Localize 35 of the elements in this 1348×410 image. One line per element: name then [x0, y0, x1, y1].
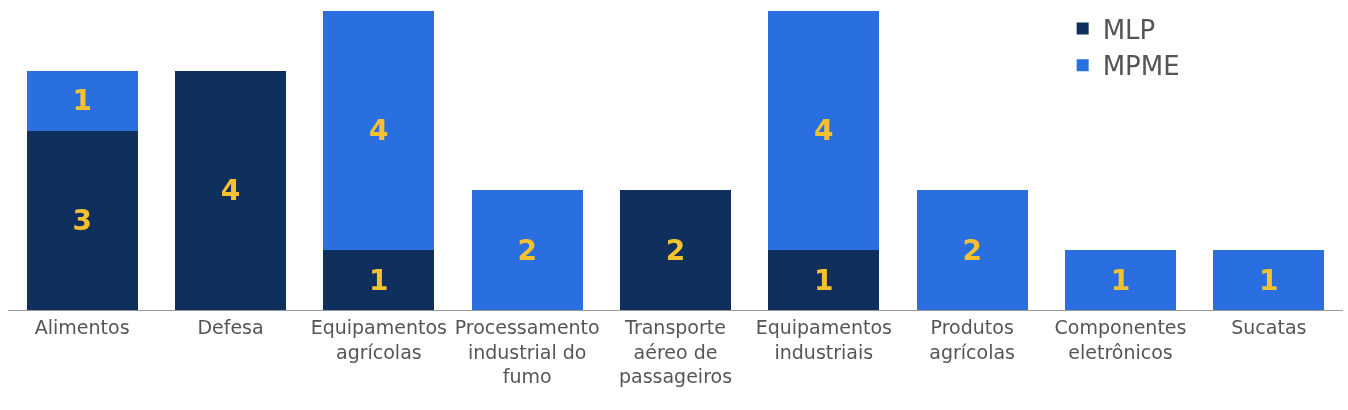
x-tick-label: Transporte aéreo de passageiros	[618, 315, 733, 388]
bar	[1064, 250, 1177, 310]
x-tick-label: Componentes eletrônicos	[1054, 315, 1187, 363]
bar	[916, 190, 1028, 310]
data-label: 2	[962, 233, 982, 267]
data-label: 4	[814, 114, 834, 148]
bar	[768, 250, 880, 310]
legend-label: MLP	[1102, 14, 1156, 45]
bar	[323, 11, 435, 251]
data-label: 4	[220, 173, 241, 207]
data-label: 3	[72, 203, 92, 237]
bar	[26, 70, 138, 131]
bar	[619, 190, 732, 310]
data-label: 1	[369, 263, 389, 297]
bar	[471, 190, 583, 310]
data-label: 1	[814, 263, 834, 297]
data-label: 2	[517, 233, 537, 267]
bar	[323, 250, 435, 310]
x-tick-label: Sucatas	[1231, 315, 1307, 338]
data-label: 4	[369, 114, 389, 148]
bar	[26, 130, 138, 310]
x-tick-label: Equipamentos industriais	[755, 315, 892, 363]
bar	[768, 11, 880, 251]
x-tick-label: Produtos agrícolas	[929, 315, 1016, 363]
data-label: 1	[1259, 263, 1279, 297]
legend-label: MPME	[1102, 51, 1180, 82]
x-tick-label: Defesa	[197, 315, 264, 338]
bar	[174, 70, 287, 310]
x-tick-label: Equipamentos agrícolas	[310, 315, 447, 363]
x-tick-label: Processamento industrial do fumo	[454, 315, 600, 388]
bar	[1213, 250, 1325, 310]
data-label: 2	[665, 233, 686, 267]
x-tick-label: Alimentos	[34, 315, 130, 338]
data-label: 1	[1110, 263, 1131, 297]
data-label: 1	[72, 84, 92, 118]
